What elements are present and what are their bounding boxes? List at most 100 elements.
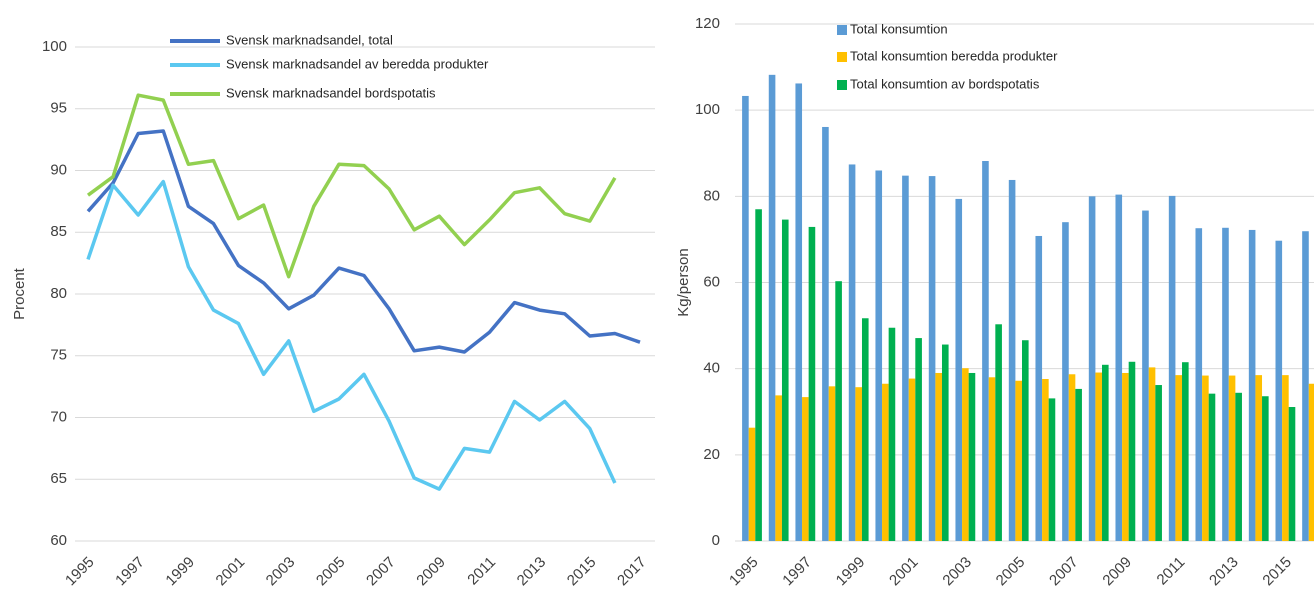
bar [1235,392,1242,541]
bar [915,338,922,541]
bar [1202,375,1209,541]
line-series [86,179,617,491]
y-tick-label: 60 [703,273,720,290]
bar [988,377,996,541]
x-tick-label: 1995 [62,554,98,590]
x-tick-label: 2007 [363,554,399,590]
bar [1008,179,1016,541]
bar [1035,235,1043,541]
bar [1048,398,1056,541]
legend-label: Total konsumtion beredda produkter [850,48,1058,63]
bar [902,175,909,542]
bar [1168,195,1176,541]
bar [1262,396,1269,541]
legend-label: Svensk marknadsandel bordspotatis [226,85,436,100]
bar [748,427,756,541]
y-tick-label: 75 [50,347,67,364]
bar [828,386,836,541]
bar [822,126,829,541]
bar [1095,372,1103,541]
bar [962,368,969,541]
x-tick-label: 2011 [464,554,499,589]
bar [1155,385,1162,541]
x-tick-label: 2009 [413,554,449,590]
x-tick-label: 2005 [313,554,349,590]
bar [908,378,916,541]
legend-label: Svensk marknadsandel av beredda produkte… [226,56,489,71]
legend-label: Total konsumtion [850,21,948,36]
x-tick-label: 2011 [1154,554,1189,589]
bar [835,281,842,541]
bar [1148,367,1156,541]
y-tick-label: 0 [712,532,720,549]
bar [1062,222,1069,541]
bar [1248,229,1256,541]
y-tick-label: 100 [42,38,67,55]
bar [1195,228,1203,541]
x-tick-label: 2003 [263,554,299,590]
bar [935,372,942,541]
x-tick-label: 2001 [213,554,249,590]
bar [888,327,896,541]
bar [848,164,856,541]
bar [1288,407,1296,541]
bar [1122,372,1129,541]
bar [928,176,936,541]
bar [941,344,949,541]
x-tick-label: 2005 [993,554,1029,590]
y-tick-label: 60 [50,532,67,549]
bar [1128,361,1136,541]
bar [1302,231,1309,541]
bar [808,226,816,542]
y-axis-label: Kg/person [675,248,692,316]
x-tick-label: 2007 [1046,554,1082,590]
bar [955,198,963,541]
x-tick-label: 2003 [939,554,975,590]
bar [1208,393,1216,541]
y-tick-label: 90 [50,161,67,178]
y-axis-label: Procent [11,267,28,320]
y-tick-label: 95 [50,100,67,117]
x-tick-label: 2009 [1099,554,1135,590]
x-tick-label: 2001 [886,554,922,590]
bar [1175,375,1183,541]
bar [1115,194,1123,542]
bar [1222,227,1229,541]
bar [755,209,762,541]
line-series [86,93,617,279]
bar [855,387,862,541]
y-tick-label: 65 [50,470,67,487]
y-tick-label: 80 [50,285,67,302]
bar [1102,364,1109,541]
x-tick-label: 1995 [726,554,762,590]
bar [1015,380,1022,541]
legend-swatch [837,80,847,90]
y-tick-label: 70 [50,408,67,425]
bar [1075,388,1082,541]
bar [1308,383,1314,541]
bar [1282,375,1289,541]
x-tick-label: 2015 [1259,554,1295,590]
bar [1228,375,1236,541]
bar [768,74,776,542]
legend-label: Total konsumtion av bordspotatis [850,76,1040,91]
x-tick-label: 1999 [162,554,198,590]
x-tick-label: 2013 [1206,554,1242,590]
bar [968,372,976,541]
legend-label: Svensk marknadsandel, total [226,32,393,47]
legend-swatch [837,25,847,35]
bar [781,219,789,541]
x-tick-label: 2017 [614,554,650,590]
bar [1042,379,1049,541]
x-tick-label: 2013 [514,554,550,590]
y-tick-label: 100 [695,101,720,118]
y-tick-label: 80 [703,187,720,204]
bar [742,95,749,542]
line-series [86,129,641,354]
bar [1255,375,1263,541]
bar [995,324,1002,541]
bar [982,161,989,541]
bar [882,383,889,541]
bar [1068,374,1076,541]
